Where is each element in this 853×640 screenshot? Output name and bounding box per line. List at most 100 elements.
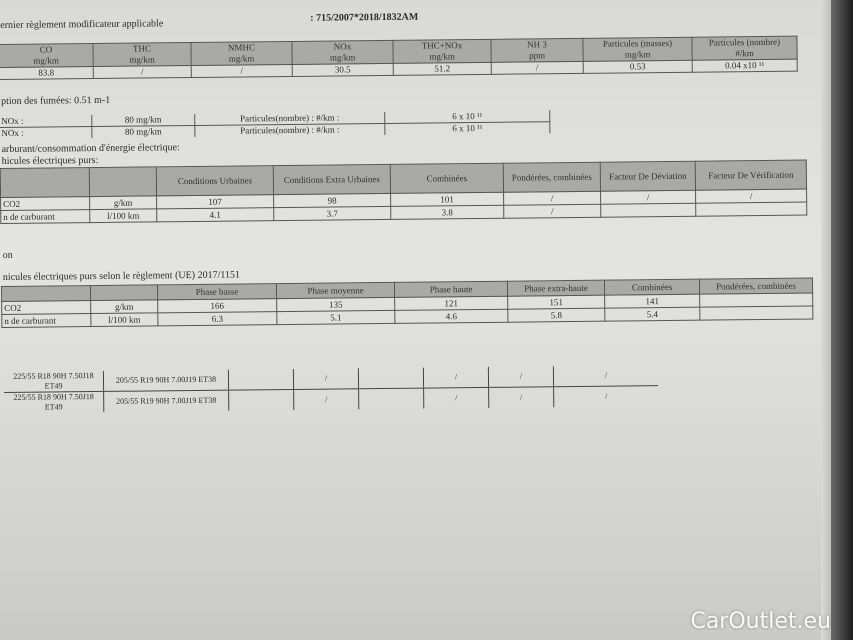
table-cell: 166: [157, 298, 277, 313]
table-cell: 5.8: [507, 308, 605, 323]
table-cell: l/100 km: [89, 208, 157, 223]
header-line: mg/km: [624, 49, 651, 60]
watermark-logo: CarOutlet.eu: [690, 609, 831, 634]
table-cell: CO2: [0, 196, 90, 211]
header-line: mg/km: [129, 54, 155, 65]
limits-cell: Particules(nombre) : #/km :: [194, 123, 385, 137]
table-cell: [699, 293, 813, 308]
table-header: Facteur De Vérification: [695, 160, 807, 191]
limits-cell: NOx :: [0, 115, 92, 128]
table-header: [0, 167, 90, 198]
header-line: NH 3: [527, 39, 547, 50]
paper-edge: [821, 0, 831, 640]
header-line: mg/km: [33, 55, 59, 66]
tyre-cell: [358, 388, 424, 410]
table-header: Pondérées, combinées: [699, 278, 813, 295]
emissions-header: Particules (masses) mg/km: [582, 37, 693, 62]
table-cell: n de carburant: [1, 313, 91, 328]
table-cell: CO2: [1, 300, 91, 315]
nedc-table: Conditions Urbaines Conditions Extra Urba…: [0, 160, 807, 224]
emissions-header: NH 3 ppm: [490, 38, 584, 63]
table-cell: [699, 306, 813, 321]
table-header: Facteur De Déviation: [600, 161, 696, 192]
emissions-header: NOx mg/km: [291, 40, 394, 65]
tyre-cell: /: [553, 365, 659, 387]
table-cell: 141: [604, 294, 700, 309]
tyre-cell: /: [488, 366, 554, 388]
regulation-label: ernier règlement modificateur applicable: [0, 18, 164, 31]
emissions-value: /: [491, 61, 584, 75]
emissions-value: /: [191, 64, 293, 78]
table-cell: [695, 202, 807, 217]
emissions-value: 30.5: [292, 63, 394, 77]
limits-cell: NOx :: [0, 126, 92, 140]
ev-title: hicules électriques purs:: [1, 154, 99, 167]
table-header: Conditions Extra Urbaines: [273, 164, 391, 195]
table-cell: /: [600, 190, 696, 205]
limits-table: NOx :80 mg/km Particules(nombre) : #/km :…: [0, 110, 550, 140]
tyres-table: 225/55 R18 90H 7.50J18 ET49 205/55 R19 90…: [3, 365, 659, 413]
table-cell: 151: [507, 295, 605, 310]
table-cell: 4.6: [394, 309, 508, 324]
tyre-cell: /: [423, 387, 489, 409]
header-line: mg/km: [228, 53, 255, 64]
wltp-table: Phase basse Phase moyenne Phase haute Phase…: [1, 278, 813, 329]
table-cell: 101: [390, 192, 504, 207]
table-header: Combinées: [604, 279, 700, 296]
table-header: [1, 285, 91, 302]
tyre-cell: 225/55 R18 90H 7.50J18 ET49: [3, 370, 104, 393]
header-line: #/km: [735, 48, 754, 59]
emissions-header: Particules (nombre) #/km: [691, 36, 798, 61]
emissions-value: 0.53: [583, 60, 693, 74]
emissions-header: CO mg/km: [0, 43, 94, 68]
table-header: Phase basse: [157, 283, 277, 300]
table-cell: 3.8: [390, 205, 504, 220]
background-edge: [831, 0, 853, 640]
limits-cell: 80 mg/km: [91, 125, 195, 139]
tyre-cell: [228, 368, 294, 391]
limits-cell: 6 x 10 ¹¹: [384, 121, 550, 135]
header-line: mg/km: [429, 51, 455, 62]
header-line: mg/km: [329, 52, 356, 63]
emissions-value: 0.04 x10 ¹¹: [692, 59, 798, 73]
table-cell: g/km: [90, 299, 158, 314]
tyre-cell: /: [488, 386, 554, 408]
tyre-cell: 205/55 R19 90H 7.00J19 ET38: [103, 390, 229, 412]
table-cell: 6.3: [157, 311, 277, 326]
regulation-value: : 715/2007*2018/1832AM: [310, 11, 419, 24]
header-line: ppm: [529, 50, 546, 61]
smoke-absorption: ption des fumées: 0.51 m-1: [1, 94, 111, 107]
table-cell: /: [503, 204, 601, 219]
table-cell: 5.4: [604, 307, 700, 322]
table-cell: /: [503, 191, 601, 206]
tyre-cell: /: [293, 388, 359, 410]
table-cell: 3.7: [273, 206, 391, 221]
tyre-cell: /: [423, 366, 489, 389]
table-cell: g/km: [89, 195, 157, 210]
emissions-header: THC mg/km: [92, 42, 192, 67]
tyre-cell: 205/55 R19 90H 7.00J19 ET38: [103, 369, 229, 392]
tyre-cell: /: [553, 385, 659, 408]
table-header: Phase haute: [394, 281, 508, 298]
table-cell: 121: [394, 296, 508, 311]
section-label: on: [2, 249, 13, 261]
emissions-table: CO mg/km THC mg/km NMHC mg/km NOx mg/km THC+NOx m…: [0, 36, 798, 80]
emissions-value: 51.2: [393, 62, 492, 76]
header-line: Particules (nombre): [708, 36, 781, 48]
table-cell: n de carburant: [0, 209, 90, 224]
tyre-cell: 225/55 R18 90H 7.50J18 ET49: [13, 392, 94, 412]
table-cell: 5.1: [276, 310, 395, 325]
emissions-value: 83.8: [0, 66, 94, 80]
table-header: Phase extra-haute: [507, 280, 605, 297]
emissions-header: THC+NOx mg/km: [392, 39, 492, 64]
table-header: [89, 166, 157, 197]
table-cell: 107: [156, 194, 274, 209]
tyre-cell: [358, 367, 424, 389]
table-header: Phase moyenne: [276, 282, 395, 299]
table-cell: 4.1: [156, 207, 274, 222]
table-cell: /: [695, 189, 807, 204]
table-cell: 135: [276, 297, 395, 312]
table-cell: [600, 203, 696, 218]
emissions-header: NMHC mg/km: [190, 41, 293, 66]
table-cell: 98: [273, 193, 391, 208]
